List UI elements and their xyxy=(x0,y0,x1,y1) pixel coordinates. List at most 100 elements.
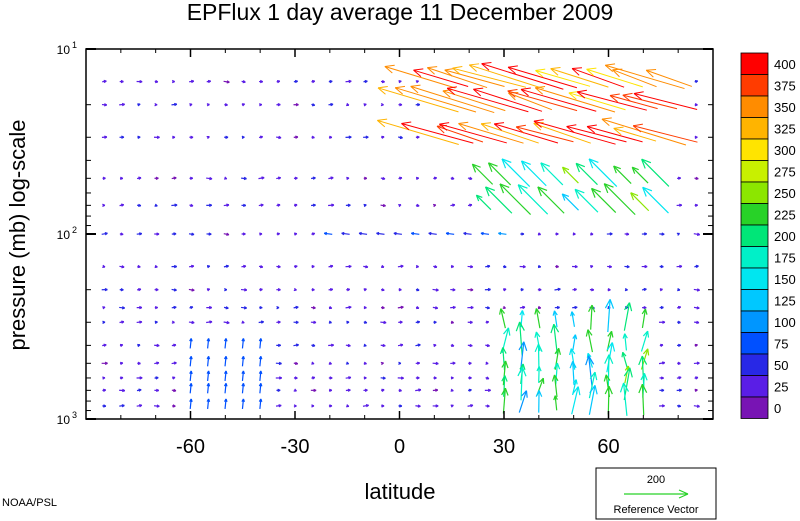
flux-vector xyxy=(137,203,142,208)
flux-vector xyxy=(328,102,334,107)
flux-vector xyxy=(463,231,472,236)
flux-vector xyxy=(641,264,648,269)
flux-vector xyxy=(585,329,594,353)
flux-vector xyxy=(622,333,628,351)
flux-vector xyxy=(153,135,160,139)
flux-vector xyxy=(473,87,543,112)
flux-vector xyxy=(694,343,698,348)
flux-vector xyxy=(693,232,701,236)
flux-vector xyxy=(586,124,643,143)
flux-vector xyxy=(293,176,298,180)
flux-vector xyxy=(380,203,386,208)
flux-vector xyxy=(481,61,564,90)
flux-vector xyxy=(206,383,211,394)
flux-vector xyxy=(137,264,141,269)
flux-vector xyxy=(102,264,106,269)
flux-vector xyxy=(428,231,437,236)
flux-vector xyxy=(258,338,263,349)
flux-vector xyxy=(450,404,454,408)
flux-vector xyxy=(363,265,369,269)
flux-vector xyxy=(552,310,558,328)
flux-vector xyxy=(154,102,158,107)
colorbar-label: 25 xyxy=(774,379,788,394)
flux-vector xyxy=(533,119,616,145)
flux-vector xyxy=(241,306,247,310)
flux-vector xyxy=(311,376,316,380)
flux-vector xyxy=(363,288,367,292)
flux-vector xyxy=(171,102,178,107)
flux-vector xyxy=(328,305,333,310)
flux-vector xyxy=(694,264,699,269)
reference-vector-value: 200 xyxy=(647,474,665,486)
flux-vector xyxy=(136,176,142,180)
flux-vector xyxy=(659,288,663,292)
flux-vector xyxy=(119,135,125,139)
colorbar-label: 75 xyxy=(774,336,788,351)
flux-vector xyxy=(588,158,618,188)
flux-vector xyxy=(432,388,439,392)
y-axis-label: pressure (mb) log-scale xyxy=(5,119,30,350)
flux-vector xyxy=(415,135,420,139)
flux-vector xyxy=(345,388,351,392)
colorbar-swatch xyxy=(740,289,769,312)
flux-vector xyxy=(554,305,560,310)
flux-vector xyxy=(676,404,682,408)
flux-vector xyxy=(119,176,124,180)
flux-vector xyxy=(328,264,334,269)
colorbar-label: 100 xyxy=(774,315,796,330)
flux-vector xyxy=(450,361,456,365)
flux-vector xyxy=(241,135,245,139)
flux-vector xyxy=(188,264,195,269)
flux-vector xyxy=(276,176,282,180)
flux-vector xyxy=(311,343,316,348)
flux-vector xyxy=(415,203,420,207)
flux-vector xyxy=(398,80,402,84)
flux-vector xyxy=(487,162,512,186)
colorbar-swatch xyxy=(740,160,769,183)
flux-vector xyxy=(693,361,700,365)
flux-vector xyxy=(694,79,699,84)
flux-vector xyxy=(485,343,490,348)
flux-vector xyxy=(677,176,681,180)
flux-vector xyxy=(677,320,681,324)
flux-vector xyxy=(171,288,177,292)
flux-vector xyxy=(572,287,577,292)
flux-vector xyxy=(641,232,648,236)
flux-vector xyxy=(293,287,297,292)
flux-vector xyxy=(241,232,246,236)
flux-vector xyxy=(101,287,108,292)
flux-vector xyxy=(458,121,524,144)
flux-vector xyxy=(623,302,633,331)
flux-vector xyxy=(677,361,681,365)
flux-vector xyxy=(276,305,280,310)
flux-vector xyxy=(601,117,687,146)
flux-vector xyxy=(345,343,351,348)
flux-vector xyxy=(561,193,579,211)
flux-vector xyxy=(693,404,700,408)
colorbar-swatch xyxy=(740,52,769,75)
flux-vector xyxy=(519,265,526,269)
flux-vector xyxy=(607,287,611,292)
flux-vector xyxy=(450,176,455,180)
flux-vector xyxy=(467,343,473,348)
flux-vector xyxy=(693,288,700,292)
flux-vector xyxy=(561,166,579,184)
flux-vector xyxy=(363,305,367,310)
flux-vector xyxy=(224,135,229,139)
flux-vector xyxy=(258,203,264,207)
flux-vector xyxy=(484,186,513,214)
flux-vector xyxy=(471,163,494,185)
colorbar-swatch xyxy=(740,353,769,376)
flux-vector xyxy=(659,404,665,408)
flux-vector xyxy=(345,135,352,139)
flux-vector xyxy=(154,176,159,180)
flux-vector xyxy=(537,305,542,310)
flux-vector xyxy=(206,320,213,324)
flux-vector xyxy=(499,308,506,329)
flux-vector xyxy=(432,404,439,408)
flux-vector xyxy=(485,361,489,365)
flux-vector xyxy=(311,103,316,107)
flux-vector xyxy=(363,361,367,365)
flux-vector xyxy=(586,67,643,88)
flux-vector xyxy=(432,203,437,208)
